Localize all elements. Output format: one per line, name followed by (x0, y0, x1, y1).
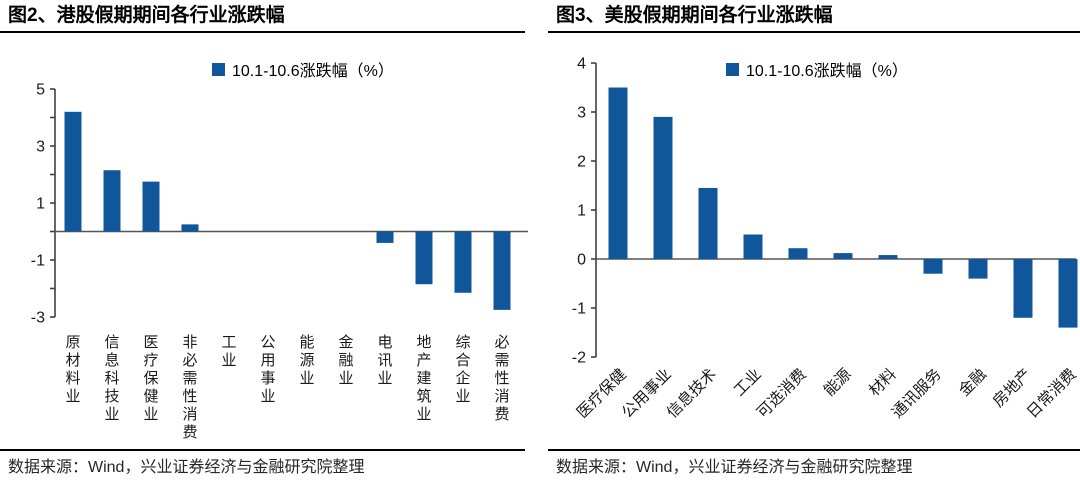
us-chart-area: 4 3 2 1 0 -1 -2 医疗保健 公用事业 信息技术 工业 可选消费 能源 材料 通讯服务 金融 房地产… (540, 35, 1080, 449)
svg-text:2: 2 (577, 154, 586, 171)
svg-text:可选消费: 可选消费 (753, 365, 810, 422)
legend-hk: 10.1-10.6涨跌幅（%） (212, 57, 394, 81)
chart-title-hk: 图2、港股假期期间各行业涨跌幅 (0, 0, 525, 33)
panel-us-chart: 图3、美股假期期间各行业涨跌幅 4 3 2 1 0 -1 -2 医疗保健 公用事业 信息技术 工业可… (540, 0, 1080, 484)
hk-chart-area: 5 3 1 -1 -3 原材料业 信息科技业 医疗保健业 非必需性消费 工业 公用事业 能源业 金融业 电… (0, 35, 540, 449)
svg-text:能源业: 能源业 (299, 334, 314, 387)
svg-text:工业: 工业 (221, 334, 236, 369)
svg-text:1: 1 (577, 203, 586, 220)
hk-industry-bar-chart: 5 3 1 -1 -3 原材料业 信息科技业 医疗保健业 非必需性消费 工业 公用事业 能源业 金融业 电… (31, 82, 528, 441)
svg-text:金融业: 金融业 (338, 334, 353, 387)
svg-text:-2: -2 (572, 350, 586, 367)
svg-text:-3: -3 (31, 310, 45, 327)
legend-label: 10.1-10.6涨跌幅（%） (746, 63, 908, 80)
legend-swatch-icon (726, 62, 739, 76)
svg-text:-1: -1 (31, 253, 45, 270)
svg-text:原材料业: 原材料业 (65, 334, 80, 405)
legend-us: 10.1-10.6涨跌幅（%） (726, 57, 908, 81)
svg-text:公用事业: 公用事业 (260, 334, 275, 405)
svg-text:金融: 金融 (955, 365, 990, 400)
svg-text:地产建筑业: 地产建筑业 (416, 334, 431, 423)
svg-text:必需性消费: 必需性消费 (494, 334, 509, 423)
panel-hk-chart: 图2、港股假期期间各行业涨跌幅 5 3 1 -1 -3 原材料业 信息科技业 医疗保健业 非必需… (0, 0, 540, 484)
svg-text:非必需性消费: 非必需性消费 (182, 334, 197, 441)
legend-label: 10.1-10.6涨跌幅（%） (232, 63, 394, 80)
svg-text:信息技术: 信息技术 (663, 365, 720, 422)
svg-text:医疗保健业: 医疗保健业 (143, 334, 158, 423)
svg-text:1: 1 (36, 196, 45, 213)
svg-text:材料: 材料 (865, 365, 900, 400)
legend-swatch-icon (212, 62, 225, 76)
svg-text:日常消费: 日常消费 (1023, 365, 1080, 422)
svg-text:能源: 能源 (820, 365, 855, 400)
svg-text:通讯服务: 通讯服务 (888, 365, 945, 422)
svg-text:3: 3 (577, 105, 586, 122)
svg-text:工业: 工业 (730, 365, 765, 400)
svg-text:房地产: 房地产 (989, 365, 1035, 411)
source-note-hk: 数据来源：Wind，兴业证券经济与金融研究院整理 (0, 449, 525, 484)
svg-text:4: 4 (577, 56, 586, 73)
source-note-us: 数据来源：Wind，兴业证券经济与金融研究院整理 (548, 449, 1080, 484)
svg-text:信息科技业: 信息科技业 (104, 334, 119, 423)
svg-text:综合企业: 综合企业 (455, 334, 470, 405)
svg-text:0: 0 (577, 252, 586, 269)
svg-text:-1: -1 (572, 301, 586, 318)
svg-text:电讯业: 电讯业 (377, 334, 392, 387)
svg-text:3: 3 (36, 139, 45, 156)
svg-text:5: 5 (36, 82, 45, 99)
chart-title-us: 图3、美股假期期间各行业涨跌幅 (548, 0, 1080, 33)
